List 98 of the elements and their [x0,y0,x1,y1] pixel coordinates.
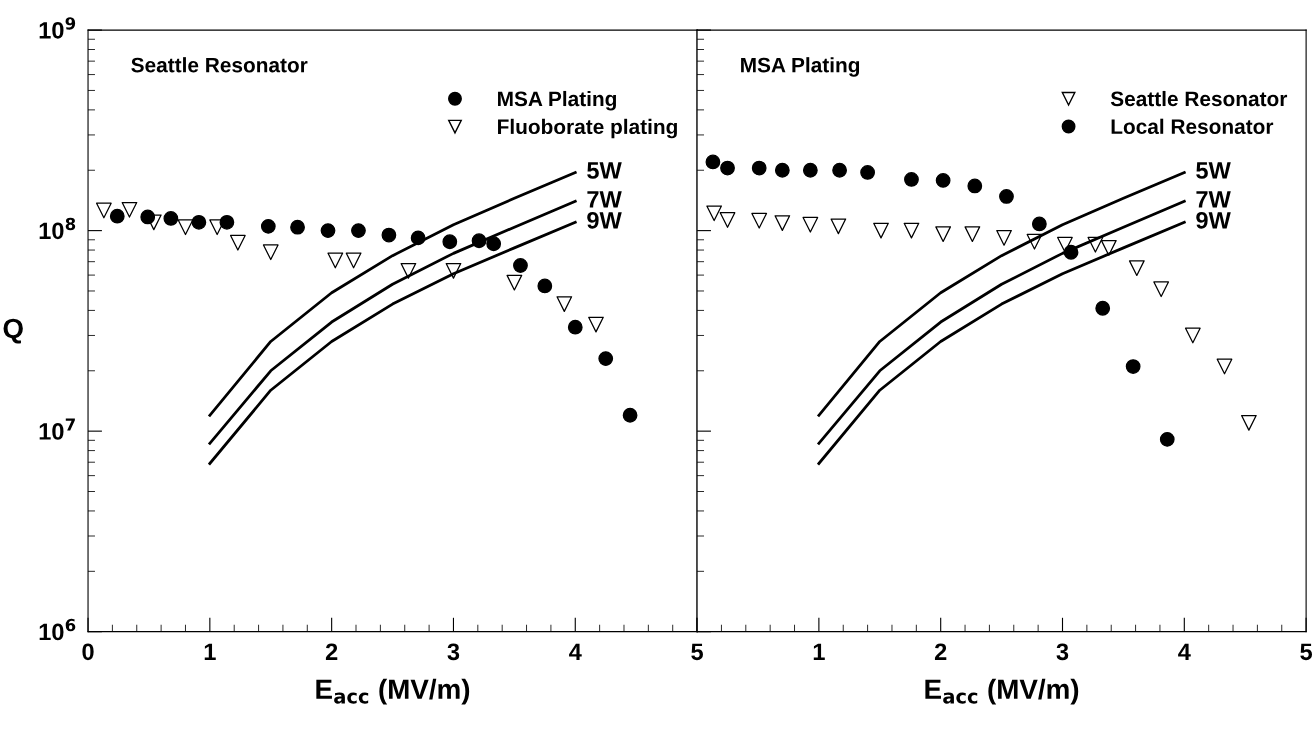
y-tick-label: 10$^{8}$ [39,217,76,240]
point [1026,233,1043,250]
line-series [208,171,577,417]
point [486,236,502,252]
point [802,216,819,233]
point [351,223,366,239]
legend-label: Local Resonator [1111,118,1274,134]
point [471,233,487,249]
point [964,226,981,243]
point [1063,244,1079,260]
x-tick-label: 5 [1300,643,1313,661]
series-label: 9W [587,211,622,229]
series-label: 5W [1196,162,1231,179]
x-axis-title: E$_{acc}$ (MV/m) [316,678,470,705]
point [830,218,847,235]
point [191,214,207,230]
point [1128,260,1145,277]
point [1159,431,1175,447]
y-tick-label: 10$^{9}$ [39,17,76,39]
y-tick-label: 10$^{6}$ [39,618,76,641]
point [1216,358,1233,375]
legend-label: MSA Plating [498,90,616,111]
point [1240,414,1257,431]
x-tick-label: 4 [569,643,582,660]
point [873,222,889,239]
point [400,262,417,279]
point [751,160,767,176]
point [719,212,736,228]
point [290,219,305,235]
point [345,252,362,269]
point [802,162,818,178]
x-tick-label: 0 [82,643,94,661]
point [506,274,523,291]
y-tick-label: 10$^{7}$ [39,418,75,440]
series-label: 5W [587,162,622,179]
point [622,407,638,423]
line-series [208,220,577,465]
x-tick-label: 1 [204,643,216,660]
point [935,173,951,188]
point [774,162,790,178]
point [967,178,983,194]
point [262,244,279,261]
point [705,154,721,170]
legend-label: Seattle Resonator [1110,90,1288,107]
point [706,205,723,222]
point [567,319,583,335]
point [1100,239,1117,256]
point [598,351,614,367]
point [1125,359,1141,374]
point [832,162,847,178]
point [320,223,336,239]
point [1057,236,1073,253]
series-label: 7W [587,191,622,208]
line-series [208,199,577,445]
point [109,208,125,224]
x-tick-label: 3 [1056,643,1069,661]
point [177,219,194,236]
x-tick-label: 5 [691,643,703,661]
point [229,234,246,251]
point [556,296,573,313]
point [904,172,919,187]
point [1095,300,1111,316]
x-tick-label: 2 [934,643,947,660]
point [1031,216,1047,232]
x-tick-label: 1 [813,643,825,660]
point [999,189,1014,204]
point [588,316,604,333]
point [1153,281,1170,298]
x-tick-label: 4 [1178,643,1191,660]
point [537,278,553,294]
point [445,262,462,279]
text: MSA Plating [741,57,860,77]
point [121,201,138,218]
point [1087,236,1104,253]
point [1184,327,1201,344]
legend-label: Fluoborate plating [498,118,677,139]
x-axis-title: E$_{acc}$ (MV/m) [925,678,1079,705]
point [513,258,528,273]
point [774,215,791,232]
point [935,226,952,243]
series-label: 9W [1196,211,1231,229]
point [720,160,735,176]
x-tick-label: 2 [325,643,338,660]
point [381,227,397,243]
point [260,218,276,234]
y-axis-title: Q [3,318,23,344]
point [751,212,768,229]
point [410,230,426,246]
point [95,202,112,219]
series-label: 7W [1196,191,1231,208]
text: Seattle Resonator [131,57,308,73]
point [903,222,920,239]
point [996,229,1012,246]
point [442,234,458,250]
point [860,165,876,180]
point [163,211,179,226]
x-tick-label: 3 [447,643,460,661]
point [327,252,344,269]
